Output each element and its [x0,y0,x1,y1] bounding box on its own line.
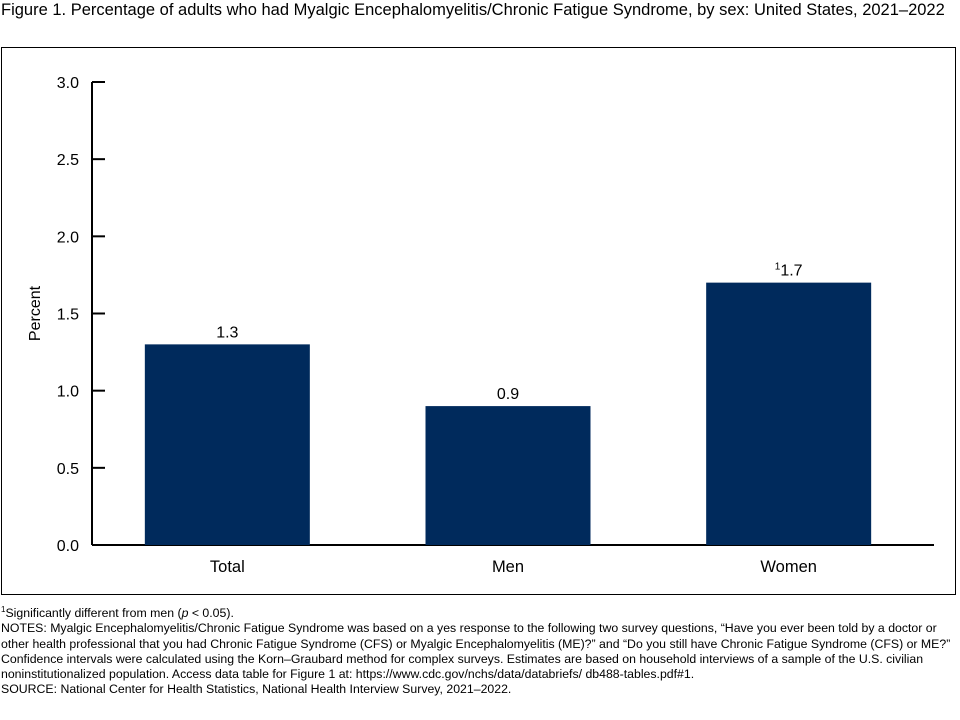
y-tick-label: 0.5 [57,461,79,478]
p-symbol: p [181,606,189,620]
source-text: SOURCE: National Center for Health Stati… [1,682,512,697]
figure-title: Figure 1. Percentage of adults who had M… [1,1,945,19]
x-category-label: Men [492,558,524,576]
y-tick-label: 3.0 [57,75,79,92]
footnote-marker: 1 [1,604,6,614]
bar-men [425,406,591,545]
chart-frame: 0.0 0.5 1.0 1.5 2.0 2.5 3.0 Percent 1.3 Total 0.9 M… [1,47,956,595]
y-tick-label: 1.5 [57,307,79,324]
value-label: 0.9 [497,386,519,403]
significance-rest: < 0.05). [188,606,234,620]
value-label: 1.3 [216,324,238,341]
bar-women [706,282,872,545]
x-category-label: Total [210,558,245,576]
bar-total [144,344,310,545]
notes-text: NOTES: Myalgic Encephalomyelitis/Chronic… [1,621,951,682]
significance-footnote: 1Significantly different from men (p < 0… [1,604,959,621]
y-axis-title: Percent [27,285,44,341]
y-tick-label: 2.0 [57,229,79,246]
y-tick-label: 0.0 [57,538,79,555]
x-category-label: Women [760,558,817,576]
y-tick-label: 1.0 [57,384,79,401]
figure-notes: 1Significantly different from men (p < 0… [1,604,959,698]
y-tick-label: 2.5 [57,152,79,169]
value-label-superscript: 1 [775,262,781,273]
bar-chart: 0.0 0.5 1.0 1.5 2.0 2.5 3.0 Percent 1.3 Total 0.9 M… [27,75,934,576]
significance-text: Significantly different from men ( [5,606,182,620]
value-label: 11.7 [775,262,803,280]
